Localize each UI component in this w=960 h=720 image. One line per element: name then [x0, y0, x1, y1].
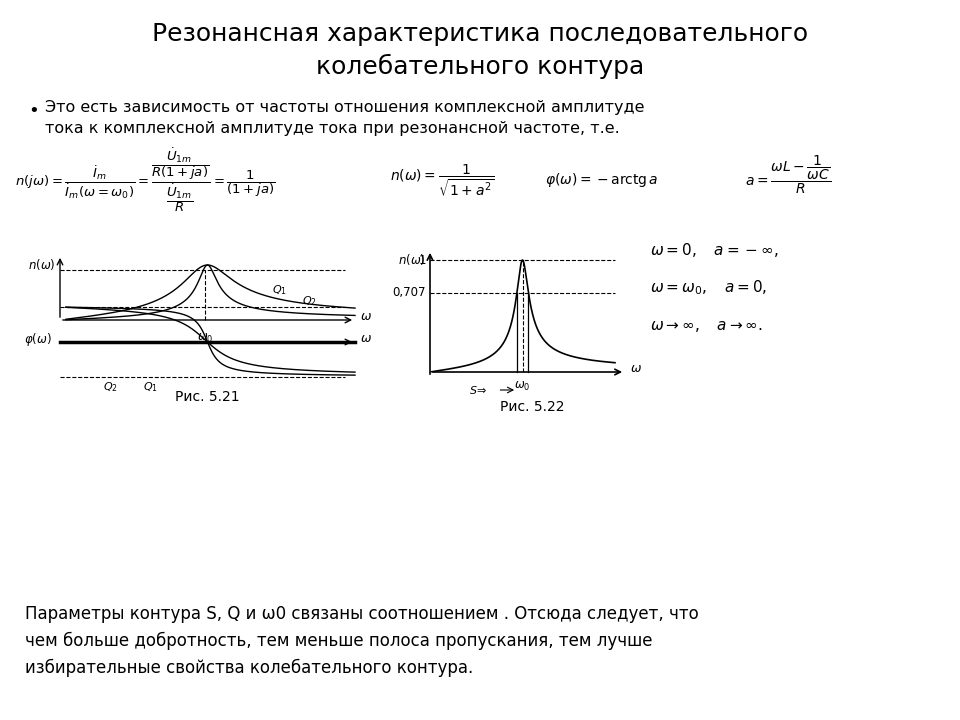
Text: 1: 1: [419, 253, 426, 266]
Text: $\omega = \omega_0, \quad a = 0,$: $\omega = \omega_0, \quad a = 0,$: [650, 279, 767, 297]
Text: $n(\omega) = \dfrac{1}{\sqrt{1+a^2}}$: $n(\omega) = \dfrac{1}{\sqrt{1+a^2}}$: [390, 162, 494, 198]
Text: $n(\omega)$: $n(\omega)$: [397, 252, 425, 267]
Text: •: •: [28, 102, 38, 120]
Text: $\omega$: $\omega$: [360, 331, 372, 344]
Text: Рис. 5.22: Рис. 5.22: [500, 400, 564, 414]
Text: $\omega_0$: $\omega_0$: [197, 332, 213, 345]
Text: $a = \dfrac{\omega L - \dfrac{1}{\omega C}}{R}$: $a = \dfrac{\omega L - \dfrac{1}{\omega …: [745, 153, 832, 197]
Text: 0,707: 0,707: [393, 287, 426, 300]
Text: $\omega$: $\omega$: [360, 310, 372, 323]
Text: $\omega$: $\omega$: [630, 361, 642, 374]
Text: $\omega \rightarrow \infty, \quad a \rightarrow \infty.$: $\omega \rightarrow \infty, \quad a \rig…: [650, 318, 763, 333]
Text: $n(j\omega) = \dfrac{\dot{I}_m}{\dot{I}_m(\omega=\omega_0)} = \dfrac{\dfrac{\dot: $n(j\omega) = \dfrac{\dot{I}_m}{\dot{I}_…: [15, 146, 276, 214]
Text: $\varphi(\omega) = -\mathrm{arctg}\, a$: $\varphi(\omega) = -\mathrm{arctg}\, a$: [545, 171, 659, 189]
Text: $Q_2$: $Q_2$: [301, 294, 317, 307]
Text: Резонансная характеристика последовательного
колебательного контура: Резонансная характеристика последователь…: [152, 22, 808, 79]
Text: $S\!\Rightarrow$: $S\!\Rightarrow$: [469, 384, 488, 396]
Text: Это есть зависимость от частоты отношения комплексной амплитуде
тока к комплексн: Это есть зависимость от частоты отношени…: [45, 100, 644, 136]
Text: $\omega_0$: $\omega_0$: [515, 380, 531, 393]
Text: $Q_1$: $Q_1$: [142, 380, 157, 394]
Text: $\varphi(\omega)$: $\varphi(\omega)$: [24, 331, 52, 348]
Text: $Q_2$: $Q_2$: [103, 380, 117, 394]
Text: Параметры контура S, Q и ω0 связаны соотношением . Отсюда следует, что
чем больш: Параметры контура S, Q и ω0 связаны соот…: [25, 605, 699, 677]
Text: $\omega = 0, \quad a = -\infty,$: $\omega = 0, \quad a = -\infty,$: [650, 241, 779, 259]
Text: Рис. 5.21: Рис. 5.21: [175, 390, 240, 404]
Text: $Q_1$: $Q_1$: [273, 283, 287, 297]
Text: $n(\omega)$: $n(\omega)$: [28, 257, 55, 272]
